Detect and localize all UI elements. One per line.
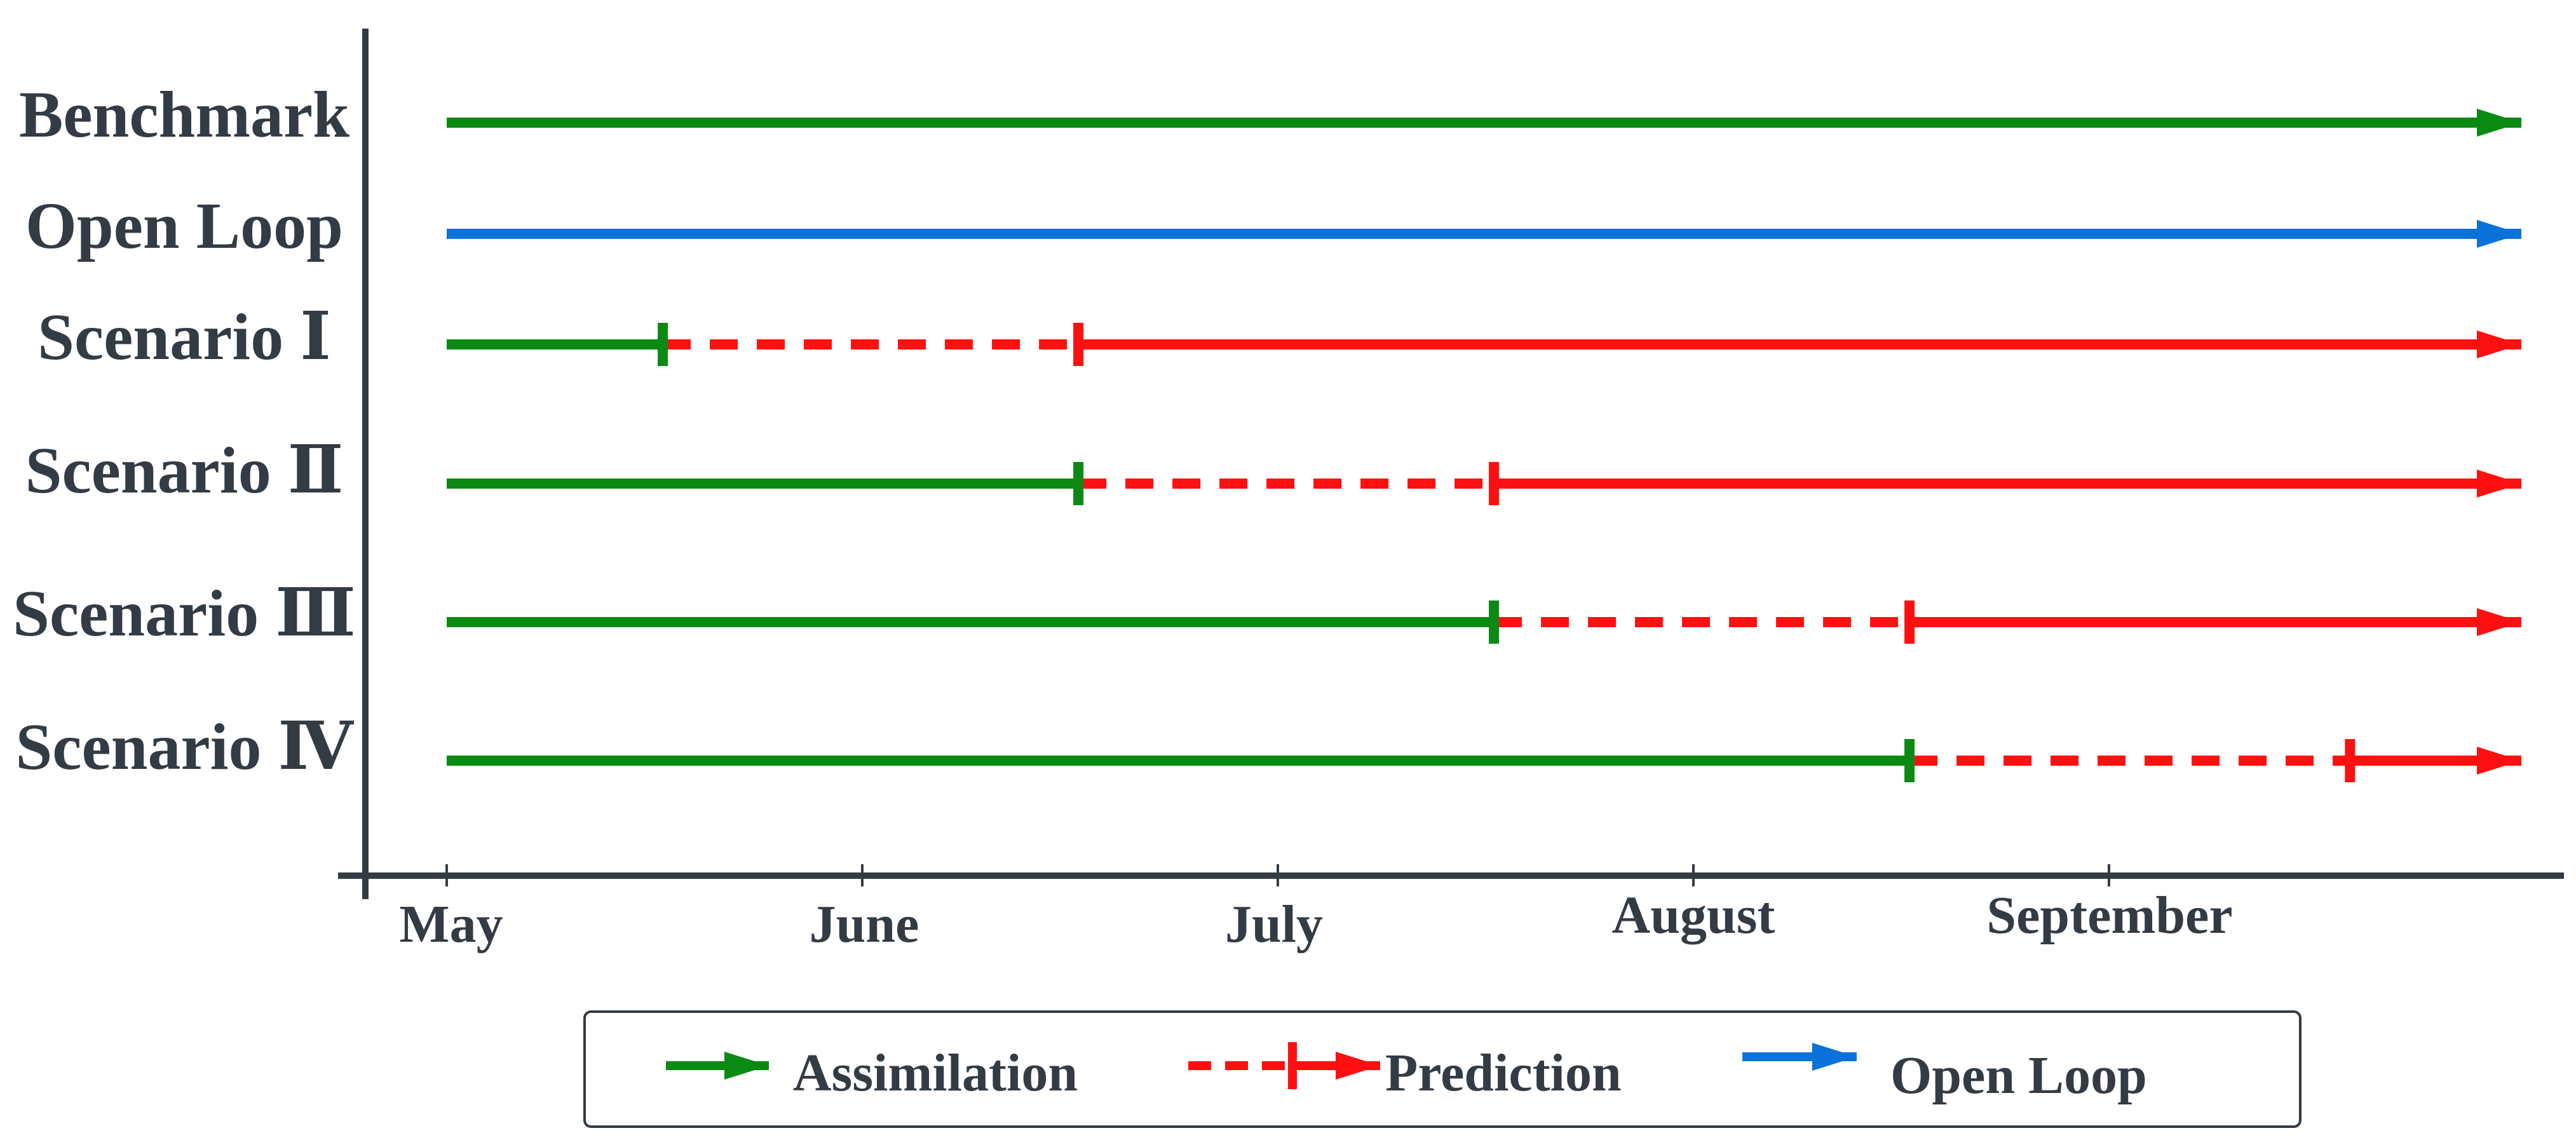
legend-label-open-loop: Open Loop <box>1890 1046 2147 1105</box>
timeline-row-5 <box>447 739 2521 782</box>
timeline-row-4 <box>447 601 2521 644</box>
month-label-may: May <box>399 895 503 954</box>
legend-label-prediction: Prediction <box>1385 1043 1622 1103</box>
legend-prediction-symbol <box>1188 1042 1380 1089</box>
row-label-scenario-2: Scenario Ⅱ <box>25 434 344 507</box>
row-label-open-loop: Open Loop <box>25 189 343 262</box>
row-label-scenario-3: Scenario Ⅲ <box>13 577 356 650</box>
row-label-scenario-4: Scenario Ⅳ <box>15 710 354 784</box>
legend: Assimilation Prediction Open Loop <box>583 1010 2301 1128</box>
month-ticks <box>445 864 2110 886</box>
timeline-row-3 <box>447 462 2521 505</box>
month-labels: May June July August September <box>399 886 2232 954</box>
month-label-july: July <box>1225 895 1323 954</box>
timeline-row-2 <box>447 323 2521 366</box>
month-label-june: June <box>810 895 919 954</box>
legend-label-assimilation: Assimilation <box>793 1043 1078 1103</box>
row-label-benchmark: Benchmark <box>19 78 349 151</box>
row-labels: Benchmark Open Loop Scenario Ⅰ Scenario … <box>13 78 356 784</box>
month-label-september: September <box>1986 886 2232 945</box>
month-label-august: August <box>1612 886 1775 945</box>
row-label-scenario-1: Scenario Ⅰ <box>37 301 331 374</box>
legend-box <box>583 1010 2301 1128</box>
timeline-rows <box>447 109 2521 782</box>
